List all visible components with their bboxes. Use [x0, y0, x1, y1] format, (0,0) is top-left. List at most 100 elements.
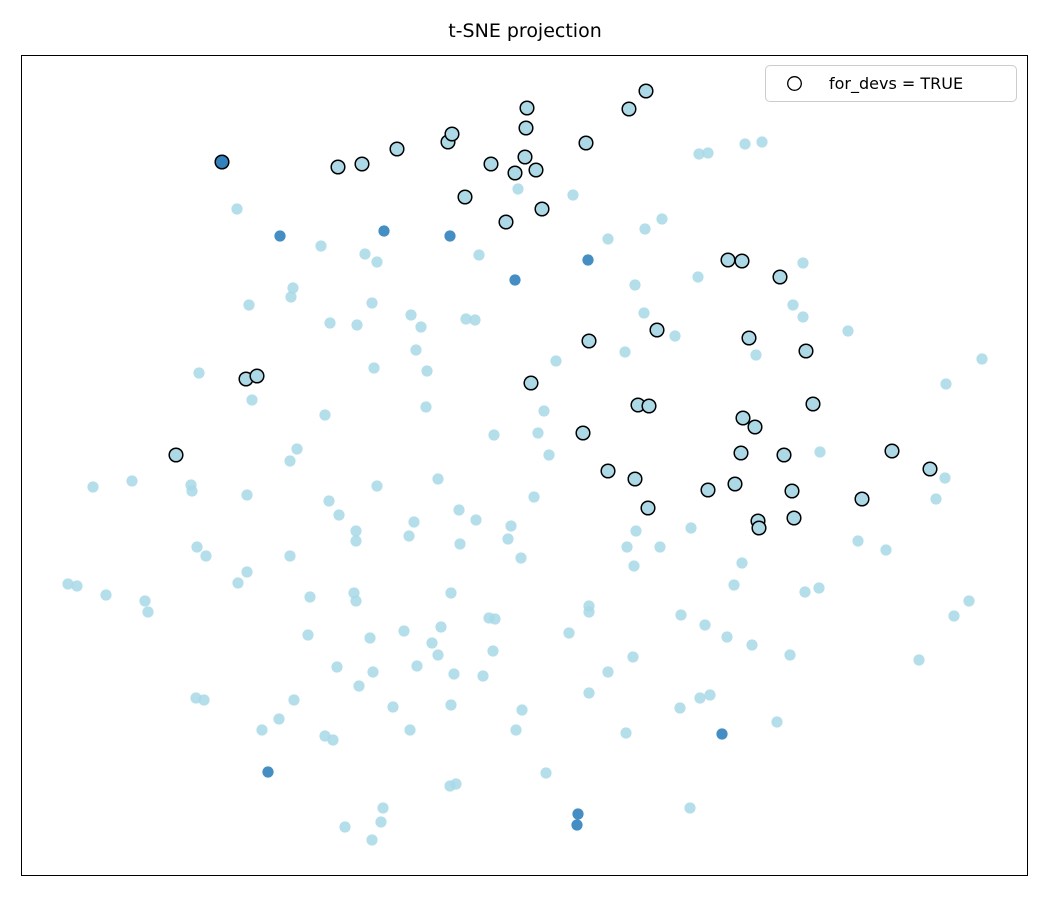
data-point-points_light: [976, 353, 988, 365]
data-point-points_light: [787, 299, 799, 311]
data-point-for_devs_true_light: [627, 471, 643, 487]
data-point-points_light: [694, 692, 706, 704]
data-point-points_light: [367, 666, 379, 678]
data-point-for_devs_true_light: [534, 201, 550, 217]
data-point-for_devs_true_light: [922, 461, 938, 477]
data-point-points_light: [583, 606, 595, 618]
chart-title: t-SNE projection: [448, 20, 602, 42]
data-point-points_light: [502, 533, 514, 545]
data-point-for_devs_true_light: [741, 330, 757, 346]
data-point-points_dark: [274, 230, 286, 242]
data-point-points_light: [684, 802, 696, 814]
data-point-points_light: [797, 311, 809, 323]
data-point-points_light: [420, 401, 432, 413]
data-point-points_light: [364, 632, 376, 644]
data-point-for_devs_true_light: [483, 156, 499, 172]
data-point-points_light: [669, 330, 681, 342]
data-point-points_light: [375, 816, 387, 828]
data-point-points_light: [421, 365, 433, 377]
data-point-for_devs_true_light: [747, 419, 763, 435]
data-point-points_light: [377, 802, 389, 814]
data-point-points_light: [940, 378, 952, 390]
data-point-points_dark: [378, 225, 390, 237]
data-point-points_light: [630, 525, 642, 537]
data-point-points_light: [339, 821, 351, 833]
data-point-points_light: [284, 550, 296, 562]
data-point-points_light: [331, 661, 343, 673]
data-point-points_light: [699, 619, 711, 631]
data-point-points_light: [319, 409, 331, 421]
data-point-points_light: [621, 541, 633, 553]
data-point-points_light: [913, 654, 925, 666]
data-point-points_light: [327, 734, 339, 746]
data-point-points_light: [387, 701, 399, 713]
data-point-points_light: [405, 309, 417, 321]
data-point-points_light: [930, 493, 942, 505]
data-point-points_light: [654, 541, 666, 553]
data-point-points_light: [62, 578, 74, 590]
data-point-points_light: [656, 213, 668, 225]
data-point-points_light: [333, 509, 345, 521]
data-point-points_light: [200, 550, 212, 562]
data-point-points_light: [353, 680, 365, 692]
data-point-points_light: [241, 489, 253, 501]
data-point-points_light: [739, 138, 751, 150]
data-point-points_light: [692, 271, 704, 283]
data-point-points_light: [435, 621, 447, 633]
data-point-for_devs_true_light: [621, 101, 637, 117]
data-point-points_light: [398, 625, 410, 637]
data-point-points_light: [350, 535, 362, 547]
data-point-points_light: [359, 248, 371, 260]
data-point-points_light: [100, 589, 112, 601]
data-point-points_light: [410, 344, 422, 356]
data-point-for_devs_true_light: [498, 214, 514, 230]
data-point-points_light: [453, 504, 465, 516]
data-point-points_light: [87, 481, 99, 493]
data-point-points_light: [629, 279, 641, 291]
data-point-for_devs_true_light: [523, 375, 539, 391]
data-point-for_devs_true_light: [518, 120, 534, 136]
data-point-points_light: [505, 520, 517, 532]
data-point-points_light: [814, 446, 826, 458]
data-point-for_devs_true_light: [444, 126, 460, 142]
legend: for_devs = TRUE: [765, 65, 1017, 102]
data-point-for_devs_true_light: [507, 165, 523, 181]
data-point-for_devs_true_light: [641, 398, 657, 414]
data-point-points_light: [880, 544, 892, 556]
data-point-for_devs_true_light: [168, 447, 184, 463]
data-point-points_light: [693, 148, 705, 160]
data-point-points_light: [470, 514, 482, 526]
data-point-for_devs_true_light: [581, 333, 597, 349]
data-point-points_light: [315, 240, 327, 252]
data-point-points_light: [567, 189, 579, 201]
data-point-points_light: [450, 778, 462, 790]
data-point-for_devs_true_light: [884, 443, 900, 459]
data-point-points_light: [756, 136, 768, 148]
data-point-points_light: [126, 475, 138, 487]
data-point-points_dark: [509, 274, 521, 286]
data-point-points_light: [487, 645, 499, 657]
data-point-for_devs_true_light: [578, 135, 594, 151]
data-point-points_light: [403, 530, 415, 542]
data-point-points_light: [784, 649, 796, 661]
data-point-points_dark: [571, 819, 583, 831]
data-point-points_light: [288, 694, 300, 706]
data-point-points_dark: [716, 728, 728, 740]
data-point-points_light: [71, 580, 83, 592]
legend-open-circle-icon: [787, 76, 802, 91]
data-point-points_light: [415, 321, 427, 333]
data-point-for_devs_true_light: [354, 156, 370, 172]
data-point-points_light: [627, 651, 639, 663]
data-point-for_devs_true_light: [735, 410, 751, 426]
data-point-for_devs_true_light: [457, 189, 473, 205]
data-point-points_light: [371, 256, 383, 268]
data-point-points_light: [963, 595, 975, 607]
data-point-for_devs_true_light: [330, 159, 346, 175]
data-point-points_light: [550, 355, 562, 367]
data-point-for_devs_true_light: [786, 510, 802, 526]
data-point-points_light: [366, 834, 378, 846]
data-point-points_light: [191, 541, 203, 553]
data-point-points_dark: [262, 766, 274, 778]
data-point-points_light: [445, 699, 457, 711]
